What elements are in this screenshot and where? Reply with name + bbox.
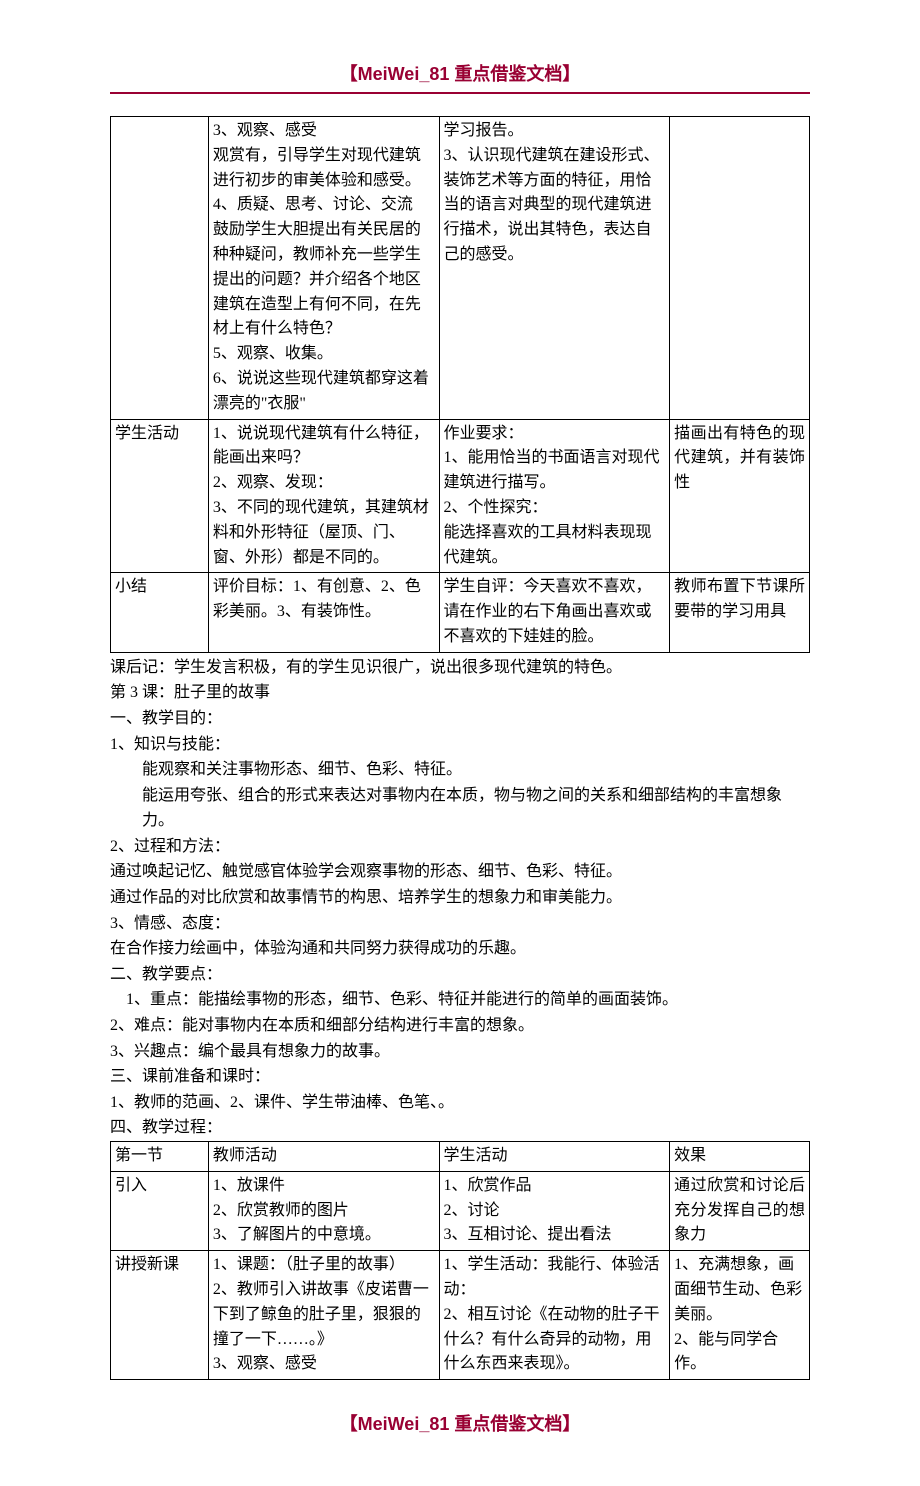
table-bottom: 第一节 教师活动 学生活动 效果 引入 1、放课件2、欣赏教师的图片3、了解图片… (110, 1141, 810, 1380)
cell: 1、课题：（肚子里的故事）2、教师引入讲故事《皮诺曹一下到了鲸鱼的肚子里，狠狠的… (208, 1251, 439, 1380)
cell: 教师活动 (208, 1142, 439, 1172)
body-text: 课后记：学生发言积极，有的学生见识很广，说出很多现代建筑的特色。 第 3 课：肚… (110, 655, 810, 1141)
cell: 学生自评：今天喜欢不喜欢，请在作业的右下角画出喜欢或不喜欢的下娃娃的脸。 (439, 573, 670, 652)
table-top: 3、观察、感受观赏有，引导学生对现代建筑进行初步的审美体验和感受。4、质疑、思考… (110, 116, 810, 653)
cell: 学习报告。3、认识现代建筑在建设形式、装饰艺术等方面的特征，用恰当的语言对典型的… (439, 117, 670, 420)
paragraph: 一、教学目的： (110, 706, 810, 732)
cell: 1、欣赏作品2、讨论3、互相讨论、提出看法 (439, 1171, 670, 1250)
table-row: 3、观察、感受观赏有，引导学生对现代建筑进行初步的审美体验和感受。4、质疑、思考… (111, 117, 810, 420)
cell: 效果 (670, 1142, 810, 1172)
paragraph: 二、教学要点： (110, 962, 810, 988)
cell: 作业要求：1、能用恰当的书面语言对现代建筑进行描写。2、个性探究：能选择喜欢的工… (439, 419, 670, 573)
cell: 1、放课件2、欣赏教师的图片3、了解图片的中意境。 (208, 1171, 439, 1250)
cell: 1、学生活动：我能行、体验活动：2、相互讨论《在动物的肚子干什么？有什么奇异的动… (439, 1251, 670, 1380)
cell: 教师布置下节课所要带的学习用具 (670, 573, 810, 652)
table-row: 小结 评价目标：1、有创意、2、色彩美丽。3、有装饰性。 学生自评：今天喜欢不喜… (111, 573, 810, 652)
cell: 评价目标：1、有创意、2、色彩美丽。3、有装饰性。 (208, 573, 439, 652)
paragraph: 2、难点：能对事物内在本质和细部分结构进行丰富的想象。 (110, 1013, 810, 1039)
cell: 第一节 (111, 1142, 209, 1172)
cell (111, 117, 209, 420)
cell: 引入 (111, 1171, 209, 1250)
paragraph: 三、课前准备和课时： (110, 1064, 810, 1090)
cell (670, 117, 810, 420)
cell: 讲授新课 (111, 1251, 209, 1380)
paragraph: 通过唤起记忆、触觉感官体验学会观察事物的形态、细节、色彩、特征。 (110, 859, 810, 885)
paragraph: 3、情感、态度： (110, 911, 810, 937)
paragraph: 第 3 课：肚子里的故事 (110, 680, 810, 706)
cell: 1、说说现代建筑有什么特征，能画出来吗？2、观察、发现：3、不同的现代建筑，其建… (208, 419, 439, 573)
cell: 1、充满想象，画面细节生动、色彩美丽。2、能与同学合作。 (670, 1251, 810, 1380)
cell: 通过欣赏和讨论后充分发挥自己的想象力 (670, 1171, 810, 1250)
table-row: 引入 1、放课件2、欣赏教师的图片3、了解图片的中意境。 1、欣赏作品2、讨论3… (111, 1171, 810, 1250)
paragraph: 四、教学过程： (110, 1115, 810, 1141)
table-row: 讲授新课 1、课题：（肚子里的故事）2、教师引入讲故事《皮诺曹一下到了鲸鱼的肚子… (111, 1251, 810, 1380)
cell: 学生活动 (111, 419, 209, 573)
paragraph: 通过作品的对比欣赏和故事情节的构思、培养学生的想象力和审美能力。 (110, 885, 810, 911)
table-row: 学生活动 1、说说现代建筑有什么特征，能画出来吗？2、观察、发现：3、不同的现代… (111, 419, 810, 573)
paragraph: 在合作接力绘画中，体验沟通和共同努力获得成功的乐趣。 (110, 936, 810, 962)
cell: 3、观察、感受观赏有，引导学生对现代建筑进行初步的审美体验和感受。4、质疑、思考… (208, 117, 439, 420)
cell: 描画出有特色的现代建筑，并有装饰性 (670, 419, 810, 573)
page-header: 【MeiWei_81 重点借鉴文档】 (110, 60, 810, 94)
table-row: 第一节 教师活动 学生活动 效果 (111, 1142, 810, 1172)
paragraph: 1、教师的范画、2、课件、学生带油棒、色笔、。 (110, 1090, 810, 1116)
paragraph: 能运用夸张、组合的形式来表达对事物内在本质，物与物之间的关系和细部结构的丰富想象… (110, 783, 810, 834)
cell: 学生活动 (439, 1142, 670, 1172)
paragraph: 能观察和关注事物形态、细节、色彩、特征。 (110, 757, 810, 783)
paragraph: 课后记：学生发言积极，有的学生见识很广，说出很多现代建筑的特色。 (110, 655, 810, 681)
page-footer: 【MeiWei_81 重点借鉴文档】 (110, 1410, 810, 1436)
paragraph: 1、重点：能描绘事物的形态，细节、色彩、特征并能进行的简单的画面装饰。 (110, 987, 810, 1013)
paragraph: 1、知识与技能： (110, 732, 810, 758)
cell: 小结 (111, 573, 209, 652)
paragraph: 2、过程和方法： (110, 834, 810, 860)
paragraph: 3、兴趣点：编个最具有想象力的故事。 (110, 1039, 810, 1065)
